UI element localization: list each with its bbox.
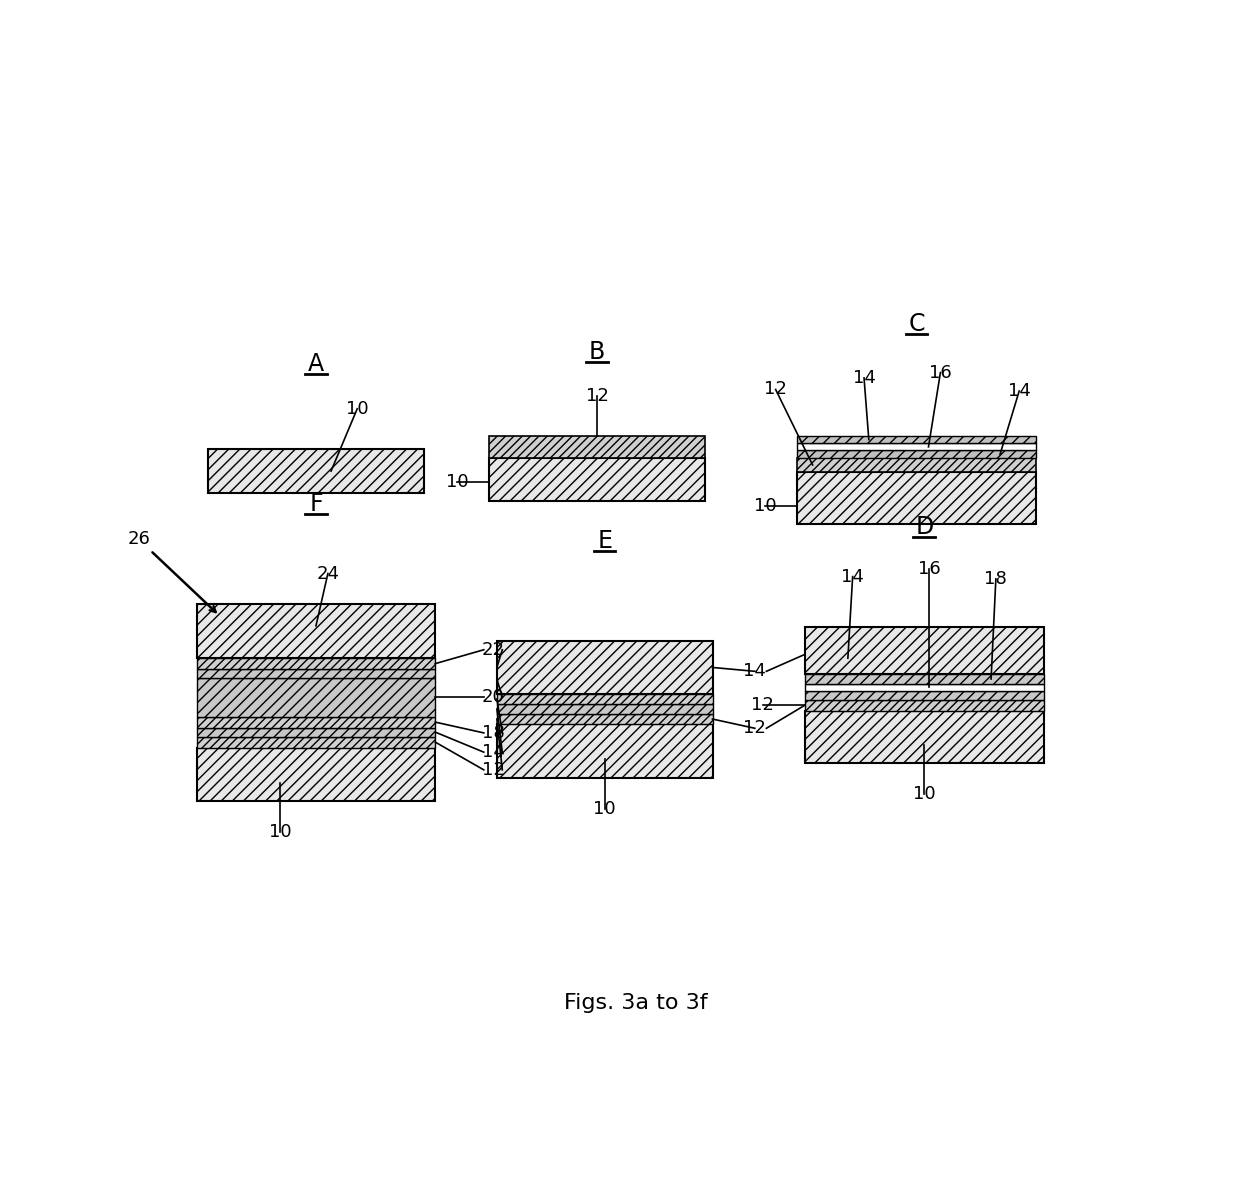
Text: 10: 10 xyxy=(269,823,291,841)
Bar xyxy=(805,675,1044,683)
Bar xyxy=(197,747,435,802)
Text: Figs. 3a to 3f: Figs. 3a to 3f xyxy=(564,993,707,1013)
Bar xyxy=(805,683,1044,690)
Text: 14: 14 xyxy=(481,744,505,761)
Text: D: D xyxy=(915,515,934,538)
Bar xyxy=(490,458,704,502)
Bar xyxy=(197,716,435,727)
Text: 26: 26 xyxy=(128,530,150,548)
Text: 10: 10 xyxy=(594,801,616,818)
Text: B: B xyxy=(589,339,605,364)
Bar xyxy=(197,658,435,669)
Text: 16: 16 xyxy=(929,364,952,382)
Bar xyxy=(797,435,1035,444)
Bar xyxy=(197,669,435,678)
Bar xyxy=(797,451,1035,458)
Bar xyxy=(797,444,1035,451)
Bar xyxy=(797,458,1035,472)
Text: 24: 24 xyxy=(316,565,340,582)
Bar xyxy=(805,710,1044,763)
Text: F: F xyxy=(309,492,322,516)
Bar xyxy=(797,472,1035,524)
Text: E: E xyxy=(598,529,613,553)
Text: 16: 16 xyxy=(918,560,940,578)
Text: 10: 10 xyxy=(445,473,469,491)
Text: 12: 12 xyxy=(744,719,766,738)
Bar xyxy=(497,694,713,704)
Bar xyxy=(805,700,1044,710)
Text: 12: 12 xyxy=(764,381,787,398)
Text: 12: 12 xyxy=(751,696,774,714)
Bar xyxy=(497,704,713,714)
Bar xyxy=(805,690,1044,700)
Bar xyxy=(197,678,435,716)
Bar xyxy=(497,714,713,725)
Text: 12: 12 xyxy=(481,761,505,779)
Text: 10: 10 xyxy=(754,497,776,515)
Text: 14: 14 xyxy=(744,662,766,681)
Bar xyxy=(497,642,713,694)
Text: 18: 18 xyxy=(985,570,1007,588)
Text: 14: 14 xyxy=(1008,382,1030,400)
Text: C: C xyxy=(908,312,925,336)
Text: 10: 10 xyxy=(913,785,935,803)
Bar xyxy=(490,436,704,458)
Text: 10: 10 xyxy=(346,400,368,417)
Text: 20: 20 xyxy=(481,689,505,707)
Text: 18: 18 xyxy=(481,723,505,742)
Bar xyxy=(497,725,713,778)
Text: 14: 14 xyxy=(853,369,875,387)
Text: A: A xyxy=(308,352,324,376)
Bar xyxy=(197,727,435,737)
Bar xyxy=(208,448,424,493)
Text: 22: 22 xyxy=(481,640,505,658)
Text: 12: 12 xyxy=(585,388,609,406)
Text: 14: 14 xyxy=(841,568,864,586)
Bar xyxy=(805,626,1044,675)
Bar xyxy=(197,605,435,658)
Bar xyxy=(197,737,435,747)
